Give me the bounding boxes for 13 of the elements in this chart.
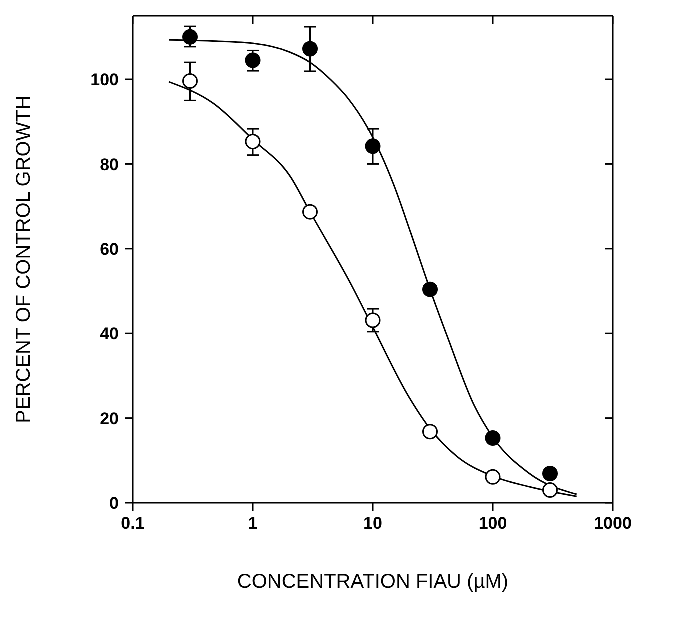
y-tick-label: 40 — [100, 324, 119, 344]
y-tick-label: 0 — [110, 494, 119, 514]
y-tick-label: 60 — [100, 240, 119, 259]
x-tick-label: 1 — [248, 514, 258, 534]
y-axis-title: PERCENT OF CONTROL GROWTH — [13, 96, 36, 424]
x-tick-label: 10 — [364, 514, 382, 534]
x-axis-title: CONCENTRATION FIAU (µM) — [237, 571, 509, 593]
x-tick-label: 1000 — [594, 514, 632, 534]
x-tick-label: 0.1 — [121, 514, 145, 534]
y-tick-label: 20 — [100, 409, 119, 428]
y-tick-label: 80 — [100, 155, 119, 174]
y-tick-label: 100 — [90, 70, 119, 90]
x-tick-label: 100 — [478, 514, 508, 534]
